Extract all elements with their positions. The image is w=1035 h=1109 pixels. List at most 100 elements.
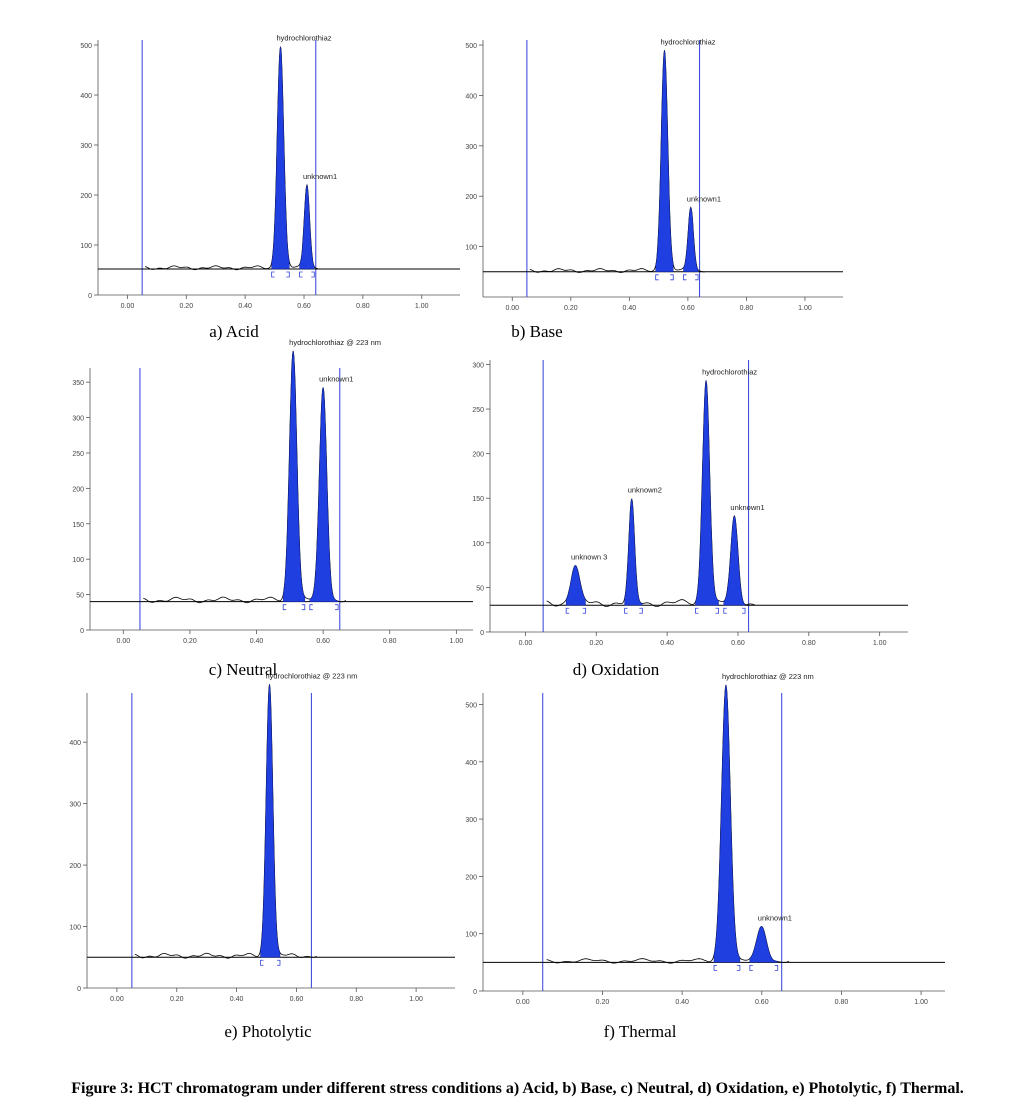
- peak-end-bracket: [695, 274, 699, 281]
- peak-end-bracket: [774, 964, 779, 971]
- y-tick-label: 400: [80, 93, 92, 100]
- y-tick-label: 200: [69, 863, 81, 870]
- y-tick-label: 150: [472, 496, 484, 503]
- y-tick-label: 100: [465, 245, 477, 252]
- peak-label: hydrochlorothiaz: [660, 37, 715, 46]
- caption-acid: a) Acid: [209, 322, 259, 341]
- y-tick-label: 250: [72, 451, 84, 458]
- y-tick-label: 500: [465, 702, 477, 709]
- x-tick-label: 0.40: [230, 996, 244, 1003]
- peak-start-bracket: [749, 964, 753, 971]
- x-tick-label: 0.40: [238, 303, 252, 310]
- chromatogram-thermal: 0 100 200 300 400 500 0.00 0.20 0.40 0.60 0.80 1.00…: [465, 672, 945, 1006]
- y-tick-label: 150: [72, 522, 84, 529]
- x-tick-label: 0.20: [179, 303, 193, 310]
- peak-area: [299, 184, 315, 270]
- peak-area: [713, 684, 741, 963]
- peak-end-bracket: [276, 959, 281, 966]
- y-tick-label: 50: [476, 585, 484, 592]
- x-tick-label: 0.40: [675, 999, 689, 1006]
- caption-base: b) Base: [511, 322, 563, 341]
- y-tick-label: 100: [69, 925, 81, 932]
- x-tick-label: 0.60: [290, 996, 304, 1003]
- peak-start-bracket: [271, 271, 275, 278]
- y-tick-label: 200: [72, 486, 84, 493]
- y-tick-label: 200: [465, 874, 477, 881]
- y-tick-label: 50: [76, 593, 84, 600]
- x-tick-label: 0.60: [755, 999, 769, 1006]
- y-tick-label: 100: [80, 243, 92, 250]
- chromatogram-oxidation: 0 50 100 150 200 250 300 0.00 0.20 0.40 0.60 0.80 1.…: [472, 360, 908, 647]
- y-tick-label: 0: [480, 630, 484, 637]
- y-tick-label: 400: [465, 93, 477, 100]
- y-tick-label: 300: [465, 144, 477, 151]
- peak-label: hydrochlorothiaz: [702, 367, 757, 376]
- y-tick-label: 350: [72, 380, 84, 387]
- x-tick-label: 0.80: [383, 638, 397, 645]
- y-tick-label: 300: [69, 802, 81, 809]
- y-tick-label: 100: [72, 557, 84, 564]
- y-tick-label: 100: [465, 932, 477, 939]
- x-tick-label: 1.00: [873, 640, 887, 647]
- peak-start-bracket: [655, 274, 659, 281]
- peak-end-bracket: [639, 607, 643, 614]
- y-tick-label: 0: [88, 293, 92, 300]
- y-tick-label: 300: [465, 817, 477, 824]
- y-tick-label: 300: [472, 362, 484, 369]
- x-tick-label: 0.40: [250, 638, 264, 645]
- x-tick-label: 0.20: [596, 999, 610, 1006]
- peak-start-bracket: [282, 604, 287, 611]
- y-tick-label: 300: [80, 143, 92, 150]
- caption-oxidation: d) Oxidation: [572, 660, 660, 679]
- peak-start-bracket: [683, 274, 687, 281]
- y-tick-label: 300: [72, 416, 84, 423]
- y-tick-label: 400: [69, 740, 81, 747]
- peak-end-bracket: [670, 274, 674, 281]
- chromatogram-neutral: 0 50 100 150 200 250 300 350 0.00 0.20 0.40 0.60 0.8…: [72, 338, 473, 645]
- y-tick-label: 200: [472, 452, 484, 459]
- signal-trace: [134, 684, 317, 959]
- peak-area: [683, 206, 699, 273]
- x-tick-label: 0.00: [516, 999, 530, 1006]
- figure-caption: Figure 3: HCT chromatogram under differe…: [71, 1080, 964, 1097]
- peak-end-bracket: [715, 607, 719, 614]
- peak-label: unknown1: [319, 374, 353, 383]
- y-tick-label: 100: [472, 541, 484, 548]
- peak-end-bracket: [582, 607, 587, 614]
- x-tick-label: 0.60: [681, 305, 695, 312]
- peak-label: unknown 3: [571, 553, 607, 562]
- x-tick-label: 0.80: [802, 640, 816, 647]
- chromatogram-base: 100 200 300 400 500 0.00 0.20 0.40 0.60 0.80 1.00 h…: [465, 37, 843, 312]
- y-tick-label: 0: [473, 989, 477, 996]
- peak-label: hydrochlorothiaz @ 223 nm: [266, 671, 358, 680]
- peak-start-bracket: [723, 607, 727, 614]
- y-tick-label: 200: [80, 193, 92, 200]
- peak-start-bracket: [624, 607, 628, 614]
- x-tick-label: 0.60: [731, 640, 745, 647]
- x-tick-label: 0.60: [297, 303, 311, 310]
- peak-label: unknown1: [303, 172, 337, 181]
- x-tick-label: 0.20: [170, 996, 184, 1003]
- y-tick-label: 500: [465, 43, 477, 50]
- peak-area: [565, 565, 586, 606]
- peak-area: [271, 45, 290, 270]
- x-tick-label: 0.80: [835, 999, 849, 1006]
- peak-label: hydrochlorothiaz @ 223 nm: [289, 338, 381, 347]
- caption-photolytic: e) Photolytic: [224, 1022, 312, 1041]
- peak-area: [655, 49, 674, 273]
- caption-neutral: c) Neutral: [208, 660, 278, 679]
- x-tick-label: 0.80: [349, 996, 363, 1003]
- x-tick-label: 0.40: [623, 305, 637, 312]
- peak-start-bracket: [260, 959, 264, 966]
- peak-area: [624, 498, 643, 606]
- x-tick-label: 1.00: [914, 999, 928, 1006]
- peak-area: [749, 926, 778, 963]
- x-tick-label: 1.00: [409, 996, 423, 1003]
- peak-label: hydrochlorothiaz: [276, 34, 331, 43]
- x-tick-label: 0.20: [183, 638, 197, 645]
- peak-end-bracket: [286, 271, 290, 278]
- peak-area: [695, 379, 719, 606]
- y-tick-label: 0: [80, 628, 84, 635]
- x-tick-label: 0.20: [564, 305, 578, 312]
